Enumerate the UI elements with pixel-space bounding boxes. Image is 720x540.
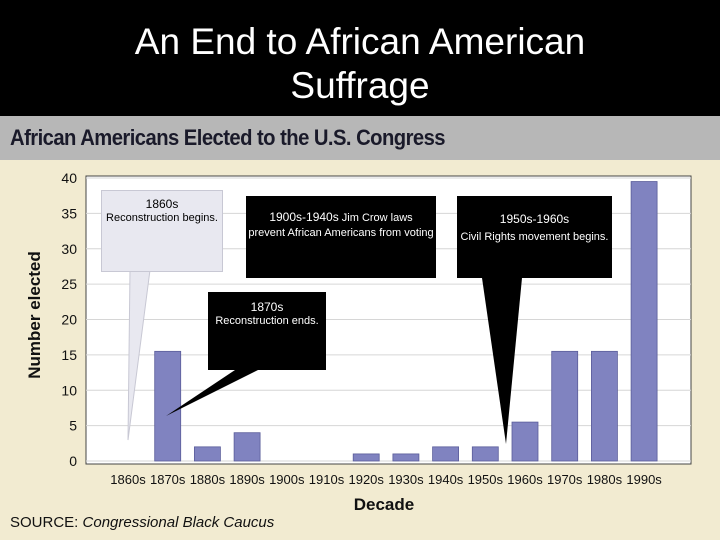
y-tick-label: 5 [69,418,77,434]
bar-1920s [352,453,380,462]
bar-1950s [471,446,499,462]
source-text: Congressional Black Caucus [82,514,275,531]
bar-1970s [551,350,579,462]
callout-1860s-body: Reconstruction begins. [106,212,218,224]
x-tick-label: 1990s [626,472,662,487]
source-label: SOURCE: [10,514,79,531]
x-tick-label: 1930s [388,472,424,487]
slide-title-line-1: An End to African American [134,21,586,62]
y-tick-label: 20 [61,312,77,328]
y-tick-label: 10 [61,382,77,398]
slide-title: An End to African American Suffrage [0,20,720,108]
chart-title: African Americans Elected to the U.S. Co… [10,125,446,150]
callout-jim-crow-head-row: 1900s-1940s Jim Crow laws [246,208,436,226]
y-tick-label: 15 [61,347,77,363]
bar-1930s [392,453,420,462]
callout-1860s: 1860s Reconstruction begins. [101,190,223,272]
callout-civil-rights-head: 1950s-1960s [499,212,570,226]
x-tick-label: 1880s [190,472,226,487]
x-tick-label: 1940s [428,472,464,487]
bar-1990s [630,181,658,462]
x-tick-label: 1950s [468,472,504,487]
x-tick-label: 1860s [110,472,146,487]
callout-jim-crow-head: 1900s-1940s [269,210,339,224]
source-note: SOURCE: Congressional Black Caucus [10,514,274,531]
bars [154,181,658,462]
bar-1880s [193,446,221,462]
x-tick-label: 1900s [269,472,305,487]
y-axis-label: Number elected [25,251,44,379]
x-tick-label: 1980s [587,472,623,487]
y-tick-label: 40 [61,170,77,186]
x-tick-label: 1960s [507,472,543,487]
y-tick-label: 25 [61,276,77,292]
x-tick-labels: 1860s 1870s 1880s 1890s 1900s 1910s 1920s 1930s… [110,472,662,487]
y-tick-label: 35 [61,205,77,221]
y-tick-label: 0 [69,453,77,469]
callout-1870s-body: Reconstruction ends. [215,315,319,327]
callout-civil-rights-body: Civil Rights movement begins. [460,231,609,243]
x-tick-label: 1890s [229,472,265,487]
bar-1890s [233,432,261,462]
callout-jim-crow: 1900s-1940s Jim Crow laws prevent Africa… [246,196,436,278]
bar-1940s [432,446,460,462]
x-axis-label: Decade [354,495,414,514]
callout-jim-crow-head-suffix: Jim Crow laws [338,212,413,224]
callout-civil-rights-pointer [482,278,522,444]
callout-1870s-head: 1870s [250,300,284,314]
callout-1860s-head: 1860s [145,197,179,211]
x-tick-label: 1970s [547,472,583,487]
bar-1960s [511,421,539,462]
bar-1870s [154,350,182,462]
bar-1980s [591,350,618,462]
callout-civil-rights: 1950s-1960s Civil Rights movement begins… [457,196,612,278]
x-tick-label: 1910s [309,472,345,487]
x-tick-label: 1920s [348,472,384,487]
x-tick-label: 1870s [150,472,186,487]
title-bar [0,0,720,116]
chart-header: African Americans Elected to the U.S. Co… [0,116,720,160]
y-tick-labels: 0 5 10 15 20 25 30 35 40 [61,170,77,469]
callout-1870s-pointer [166,370,258,416]
callout-jim-crow-body: prevent African Americans from voting [248,227,434,239]
callout-1870s: 1870s Reconstruction ends. [208,292,326,370]
y-tick-label: 30 [61,241,77,257]
slide-title-line-2: Suffrage [290,65,430,106]
